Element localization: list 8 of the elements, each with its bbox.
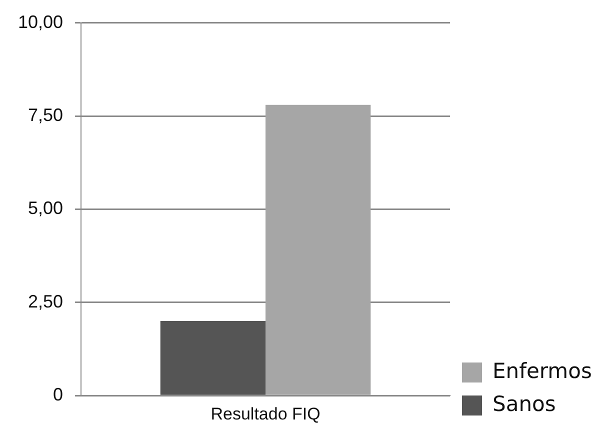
- y-tick-label: 2,50: [28, 291, 64, 312]
- x-tick-label: Resultado FIQ: [210, 404, 320, 424]
- legend-label: Sanos: [492, 392, 556, 416]
- y-tick-label: 0: [53, 384, 64, 405]
- y-tick-label: 10,00: [18, 12, 64, 32]
- legend-label: Enfermos: [492, 358, 592, 383]
- y-tick-label: 5,00: [28, 198, 64, 218]
- y-tick-label: 7,50: [28, 104, 64, 125]
